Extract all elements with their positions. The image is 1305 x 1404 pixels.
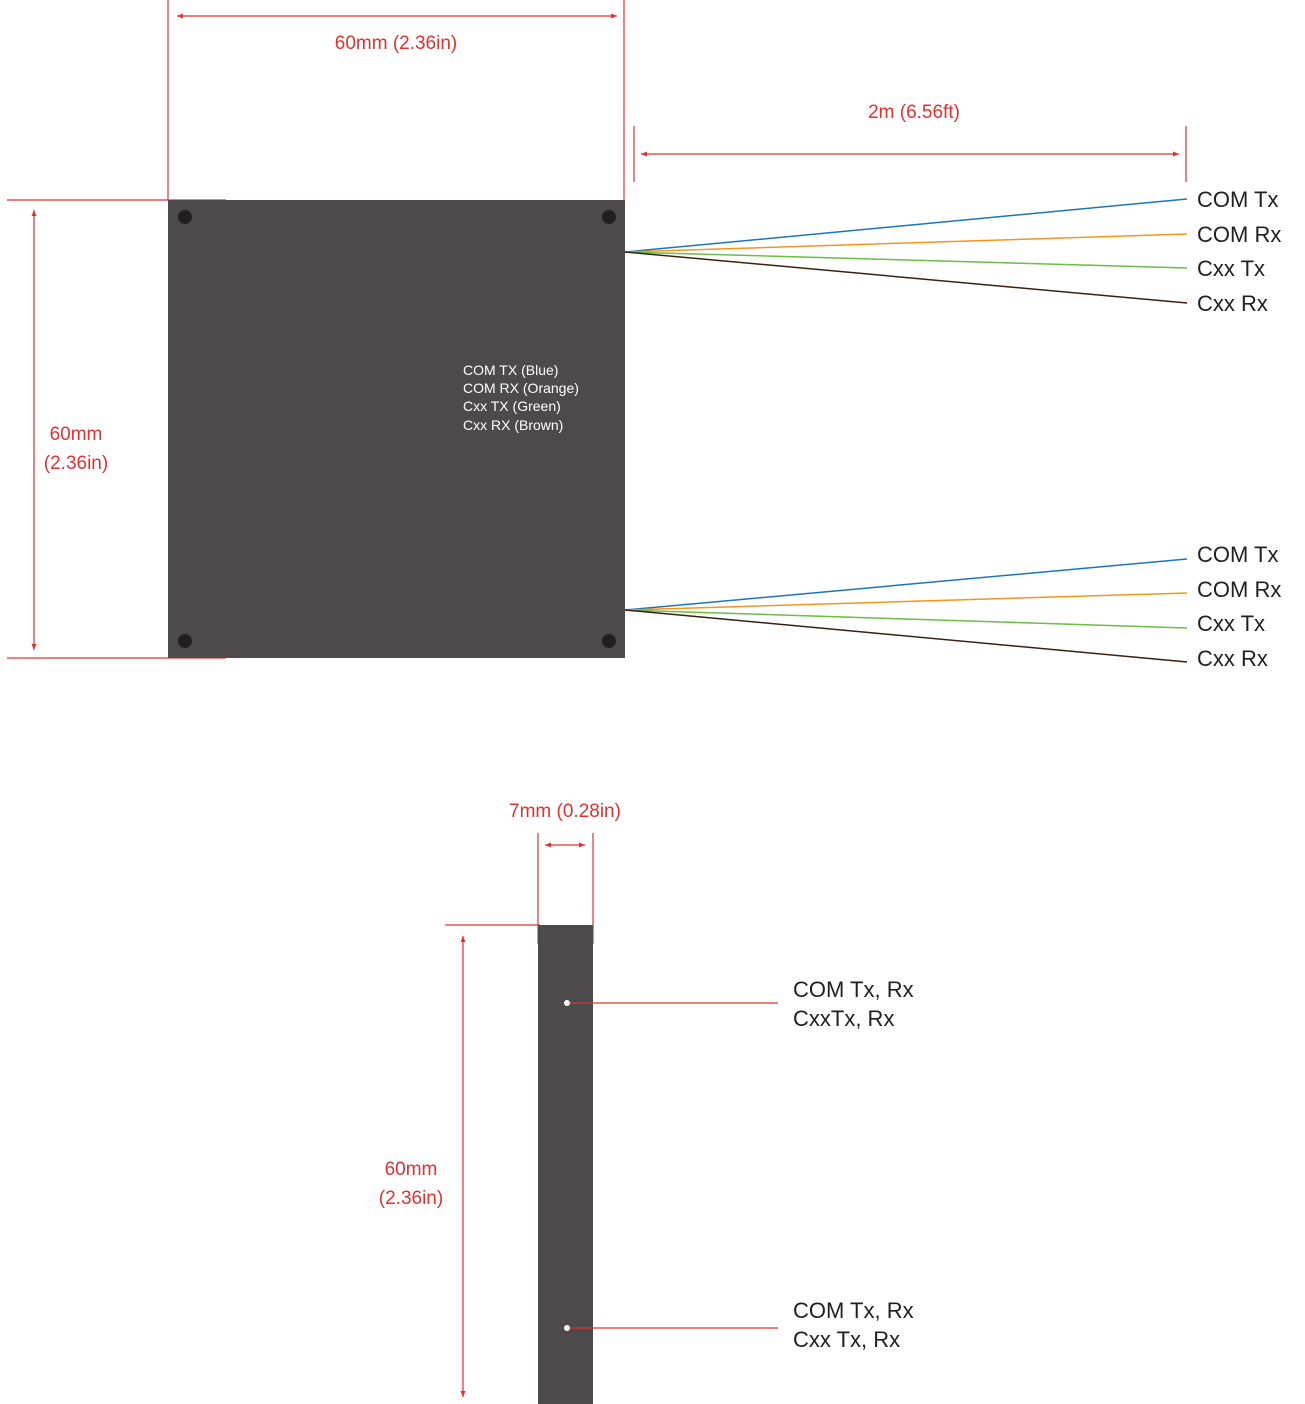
thickness-dimension: 7mm (0.28in) xyxy=(509,801,621,944)
bottom-cable: COM Tx COM Rx Cxx Tx Cxx Rx xyxy=(624,542,1281,671)
cable-length-dimension: 2m (6.56ft) xyxy=(633,102,1187,182)
width-dimension: 60mm (2.36in) xyxy=(167,0,625,206)
legend-item: Cxx TX (Green) xyxy=(463,398,561,414)
cable-port-bottom xyxy=(564,1325,570,1331)
height-dimension: 60mm (2.36in) xyxy=(7,199,226,659)
wire-label: Cxx Rx xyxy=(1197,291,1268,316)
side-height-dimension: 60mm (2.36in) xyxy=(379,924,540,1397)
wire-blue xyxy=(624,198,1188,253)
top-cable: COM Tx COM Rx Cxx Tx Cxx Rx xyxy=(624,187,1281,316)
arrow-left-icon xyxy=(545,842,551,848)
wire-brown xyxy=(624,609,1188,663)
wire-label: COM Rx xyxy=(1197,577,1281,602)
arrow-left-icon xyxy=(641,151,647,157)
mounting-hole-top-right xyxy=(602,210,616,224)
mounting-hole-bottom-right xyxy=(602,634,616,648)
wire-green xyxy=(624,251,1188,269)
wire-label: Cxx Rx xyxy=(1197,646,1268,671)
width-dimension-label: 60mm (2.36in) xyxy=(335,33,458,54)
cable-length-label: 2m (6.56ft) xyxy=(868,102,960,123)
legend-item: Cxx RX (Brown) xyxy=(463,417,563,433)
bottom-port-callout: COM Tx, Rx Cxx Tx, Rx xyxy=(564,1298,914,1352)
mounting-hole-bottom-left xyxy=(178,634,192,648)
front-view: 60mm (2.36in) 60mm (2.36in) 2m (6.56ft) xyxy=(7,0,1281,671)
legend-item: COM RX (Orange) xyxy=(463,380,579,396)
top-port-label-line-1: COM Tx, Rx xyxy=(793,977,914,1002)
arrow-up-icon xyxy=(31,210,37,216)
side-height-label-line-1: 60mm xyxy=(385,1159,438,1180)
arrow-down-icon xyxy=(31,644,37,650)
height-dimension-label-line-1: 60mm xyxy=(50,424,103,445)
height-dimension-label-line-2: (2.36in) xyxy=(44,453,108,474)
arrow-right-icon xyxy=(1173,151,1179,157)
wire-orange xyxy=(624,592,1188,611)
wire-orange xyxy=(624,233,1188,253)
top-port-label-line-2: CxxTx, Rx xyxy=(793,1006,894,1031)
mounting-hole-top-left xyxy=(178,210,192,224)
thickness-label: 7mm (0.28in) xyxy=(509,801,621,822)
device-side-body xyxy=(538,925,593,1404)
wire-color-legend: COM TX (Blue) COM RX (Orange) Cxx TX (Gr… xyxy=(463,362,579,433)
arrow-up-icon xyxy=(460,936,466,942)
device-body xyxy=(168,200,625,658)
side-view: 7mm (0.28in) 60mm (2.36in) COM Tx, Rx Cx… xyxy=(379,801,914,1404)
wire-label: COM Rx xyxy=(1197,222,1281,247)
wire-green xyxy=(624,609,1188,629)
arrow-right-icon xyxy=(611,13,617,19)
wire-label: Cxx Tx xyxy=(1197,256,1265,281)
cable-port-top xyxy=(564,1000,570,1006)
top-port-callout: COM Tx, Rx CxxTx, Rx xyxy=(564,977,914,1031)
side-height-label-line-2: (2.36in) xyxy=(379,1188,443,1209)
bottom-port-label-line-1: COM Tx, Rx xyxy=(793,1298,914,1323)
wire-brown xyxy=(624,251,1188,304)
wire-label: COM Tx xyxy=(1197,187,1278,212)
wire-label: COM Tx xyxy=(1197,542,1278,567)
wire-blue xyxy=(624,558,1188,611)
arrow-left-icon xyxy=(177,13,183,19)
wire-label: Cxx Tx xyxy=(1197,611,1265,636)
arrow-down-icon xyxy=(460,1391,466,1397)
bottom-port-label-line-2: Cxx Tx, Rx xyxy=(793,1327,900,1352)
legend-item: COM TX (Blue) xyxy=(463,362,558,378)
arrow-right-icon xyxy=(579,842,585,848)
